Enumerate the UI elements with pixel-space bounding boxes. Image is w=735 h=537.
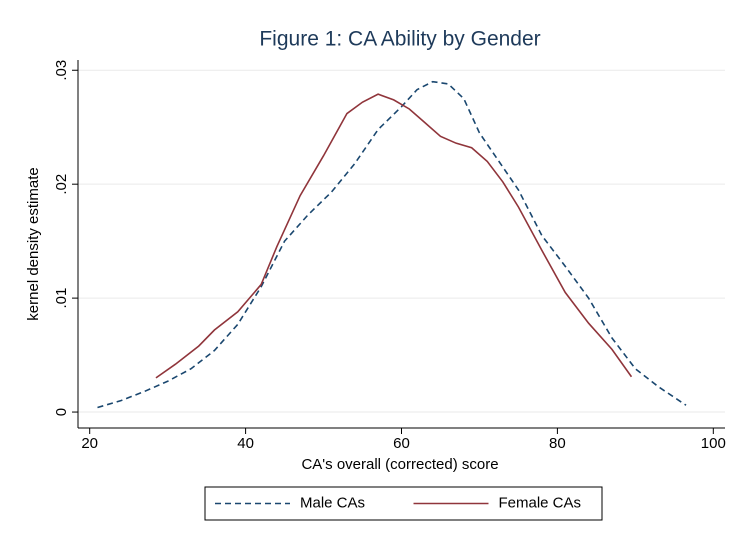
legend-box (204, 486, 603, 521)
plot-area (78, 60, 725, 428)
y-tick-label: .01 (53, 288, 70, 309)
y-tick-label: .03 (53, 60, 70, 81)
legend-label: Female CAs (499, 494, 582, 511)
line-series (97, 80, 687, 409)
x-tick-label: 40 (237, 435, 254, 452)
x-axis-label: CA's overall (corrected) score (301, 456, 498, 473)
y-axis-label: kernel density estimate (25, 167, 42, 320)
x-tick-label: 80 (549, 435, 566, 452)
x-tick-label: 100 (701, 435, 726, 452)
x-tick-label: 60 (393, 435, 410, 452)
chart-title: Figure 1: CA Ability by Gender (259, 28, 540, 51)
legend-label: Male CAs (300, 494, 365, 511)
y-tick-label: 0 (53, 408, 70, 416)
x-tick-label: 20 (81, 435, 98, 452)
y-tick-label: .02 (53, 174, 70, 195)
line-series (155, 93, 633, 379)
